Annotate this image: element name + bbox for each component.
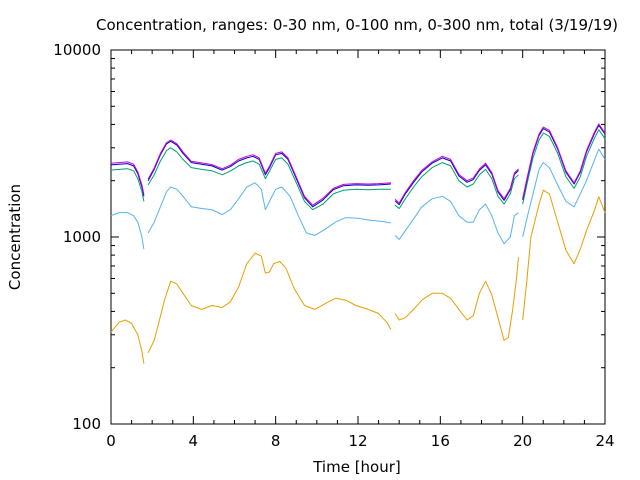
series-line-segment <box>394 195 519 245</box>
y-tick-label: 100 <box>72 415 101 433</box>
y-axis-label: Concentration <box>6 184 24 290</box>
y-tick-label: 1000 <box>63 228 101 246</box>
series-line-segment <box>147 140 391 208</box>
series-2 <box>110 148 606 250</box>
series-line-segment <box>110 319 145 364</box>
series-line-segment <box>394 157 519 206</box>
x-tick-label: 12 <box>348 432 367 450</box>
series-layer <box>110 123 606 364</box>
series-line-segment <box>110 212 145 250</box>
series-line-segment <box>394 162 519 209</box>
series-line-segment <box>110 161 145 195</box>
series-line-segment <box>394 155 519 204</box>
series-line-segment <box>394 257 519 341</box>
series-line-segment <box>147 147 391 211</box>
x-tick-label: 16 <box>431 432 450 450</box>
x-tick-label: 0 <box>106 432 116 450</box>
x-axis-label: Time [hour] <box>312 458 401 476</box>
series-line-segment <box>522 123 606 199</box>
x-tick-label: 8 <box>271 432 281 450</box>
axis-ticks: 0 4 8 12 16 20 24 100 1000 10000 <box>53 41 614 450</box>
series-5 <box>110 123 606 206</box>
series-line-segment <box>110 168 145 202</box>
series-line-segment <box>147 252 392 354</box>
x-tick-label: 24 <box>595 432 614 450</box>
series-line-segment <box>522 129 606 205</box>
y-tick-label: 10000 <box>53 41 101 59</box>
series-3 <box>110 129 606 211</box>
series-line-segment <box>147 139 391 206</box>
series-line-segment <box>147 182 391 236</box>
series-line-segment <box>522 189 606 321</box>
series-1 <box>110 189 606 364</box>
x-tick-label: 4 <box>189 432 199 450</box>
chart-title: Concentration, ranges: 0-30 nm, 0-100 nm… <box>96 16 618 34</box>
x-tick-label: 20 <box>513 432 532 450</box>
series-line-segment <box>522 148 606 238</box>
